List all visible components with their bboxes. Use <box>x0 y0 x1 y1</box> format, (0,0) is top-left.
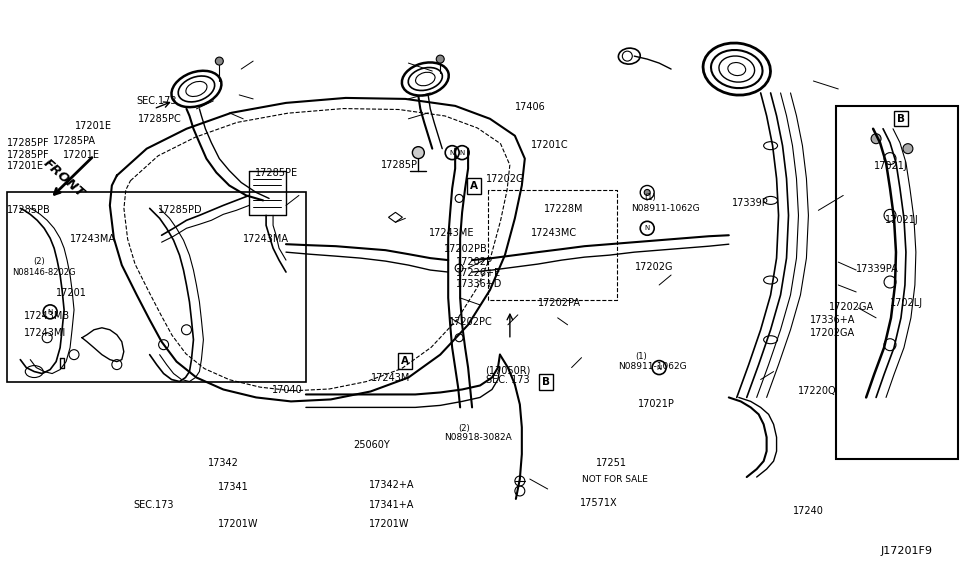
Circle shape <box>903 144 913 153</box>
Bar <box>837 106 957 459</box>
Text: 17226+E: 17226+E <box>456 268 501 278</box>
Text: (1): (1) <box>644 193 656 202</box>
Text: 17285PD: 17285PD <box>158 205 202 215</box>
Text: 17021J: 17021J <box>885 215 919 225</box>
Circle shape <box>215 57 223 65</box>
Text: 17021P: 17021P <box>638 399 675 409</box>
Text: 17243MC: 17243MC <box>531 229 577 238</box>
Text: 17243MI: 17243MI <box>23 328 66 337</box>
Bar <box>8 192 306 381</box>
Text: B: B <box>542 376 550 387</box>
Text: 1702LJ: 1702LJ <box>890 298 923 308</box>
Text: 17202PA: 17202PA <box>538 298 581 308</box>
Text: B: B <box>897 114 905 123</box>
Text: 17202G: 17202G <box>635 262 674 272</box>
Text: N08918-3082A: N08918-3082A <box>444 434 512 443</box>
Text: 17240: 17240 <box>793 506 824 516</box>
Text: 17285P: 17285P <box>381 160 417 170</box>
Text: N: N <box>48 309 53 315</box>
Text: 17336+D: 17336+D <box>456 279 503 289</box>
Text: 17336+A: 17336+A <box>809 315 855 325</box>
Text: FRONT: FRONT <box>41 157 87 200</box>
Circle shape <box>871 134 881 144</box>
Text: SEC.173: SEC.173 <box>134 500 174 511</box>
Text: 17202PB: 17202PB <box>444 244 488 254</box>
Text: A: A <box>470 181 478 191</box>
Text: 17243MA: 17243MA <box>70 234 116 244</box>
Text: 17341: 17341 <box>217 482 249 492</box>
Text: N08911-1062G: N08911-1062G <box>618 362 687 371</box>
Text: 17201W: 17201W <box>217 519 258 529</box>
Text: SEC. 173: SEC. 173 <box>486 375 529 385</box>
Text: 17339PA: 17339PA <box>856 264 899 274</box>
Text: (1): (1) <box>635 351 646 361</box>
Text: 17202GA: 17202GA <box>829 302 875 312</box>
Text: 17285PE: 17285PE <box>254 168 297 178</box>
Polygon shape <box>388 212 403 222</box>
Text: J17201F9: J17201F9 <box>880 546 932 556</box>
Circle shape <box>436 55 445 63</box>
Text: 17342: 17342 <box>208 458 239 468</box>
Bar <box>467 178 481 194</box>
Text: 17571X: 17571X <box>580 498 617 508</box>
Text: 17202G: 17202G <box>486 174 524 184</box>
Text: N08911-1062G: N08911-1062G <box>631 204 700 213</box>
Text: N: N <box>644 225 649 231</box>
Text: 17201C: 17201C <box>531 140 568 150</box>
Bar <box>539 374 553 389</box>
Text: N: N <box>449 149 454 156</box>
Text: 17201: 17201 <box>56 288 87 298</box>
Text: 17220Q: 17220Q <box>798 386 837 396</box>
Text: N08146-8202G: N08146-8202G <box>12 268 76 277</box>
Bar <box>398 353 412 368</box>
Text: 17228M: 17228M <box>544 204 583 213</box>
Text: 17339P: 17339P <box>732 198 768 208</box>
Text: 17040: 17040 <box>272 385 303 395</box>
Text: 17285PB: 17285PB <box>7 205 51 215</box>
Circle shape <box>412 147 424 158</box>
Bar <box>894 110 908 126</box>
Text: 17243ME: 17243ME <box>429 229 475 238</box>
Text: 17202GA: 17202GA <box>809 328 855 337</box>
Text: 17285PF: 17285PF <box>7 138 50 148</box>
Text: 17021J: 17021J <box>874 161 908 171</box>
Text: 25060Y: 25060Y <box>354 440 390 450</box>
Text: (17050R): (17050R) <box>486 365 531 375</box>
Text: N: N <box>459 149 465 156</box>
Text: (2): (2) <box>33 257 45 266</box>
Text: 17243MB: 17243MB <box>23 311 70 321</box>
Text: NOT FOR SALE: NOT FOR SALE <box>582 474 647 483</box>
Text: 17201E: 17201E <box>75 122 112 131</box>
Text: 17341+A: 17341+A <box>370 500 414 511</box>
Text: (2): (2) <box>458 424 470 433</box>
Text: 17285PF: 17285PF <box>7 149 50 160</box>
Text: 17251: 17251 <box>596 458 627 468</box>
Text: A: A <box>401 355 410 366</box>
Text: 17202PC: 17202PC <box>448 318 492 327</box>
Text: 17285PA: 17285PA <box>53 136 96 146</box>
Text: 17201E: 17201E <box>7 161 44 171</box>
Text: SEC.173: SEC.173 <box>136 96 177 106</box>
Circle shape <box>644 190 650 195</box>
Text: 17243MA: 17243MA <box>243 234 289 244</box>
Text: 17201E: 17201E <box>62 149 99 160</box>
Text: N: N <box>656 365 662 371</box>
Text: 17406: 17406 <box>515 102 545 112</box>
Text: 17243M: 17243M <box>371 372 410 383</box>
Text: 17342+A: 17342+A <box>370 479 414 490</box>
Text: 17201W: 17201W <box>370 519 409 529</box>
Text: 17285PC: 17285PC <box>138 114 182 123</box>
Text: 17202P: 17202P <box>456 256 493 267</box>
